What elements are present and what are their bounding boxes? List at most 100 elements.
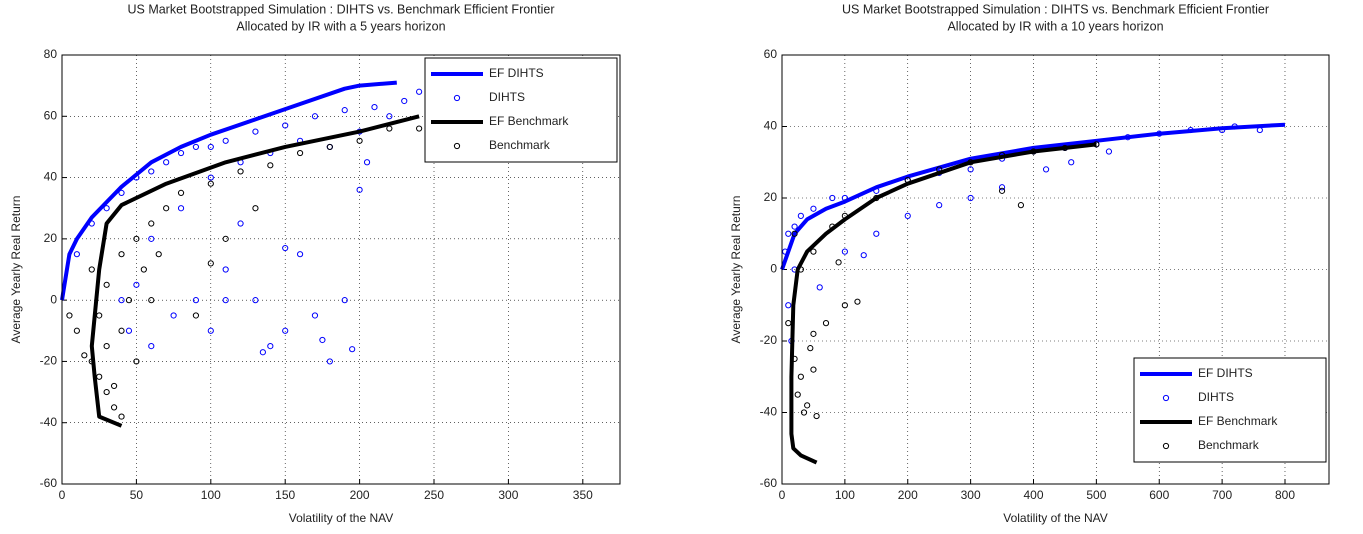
y-tick-label: -40 bbox=[760, 405, 778, 419]
scatter-point bbox=[148, 235, 155, 242]
legend-label: Benchmark bbox=[489, 138, 551, 152]
scatter-point bbox=[807, 345, 814, 352]
y-tick-label: -20 bbox=[760, 333, 778, 347]
scatter-point bbox=[791, 223, 798, 230]
x-tick-label: 350 bbox=[573, 488, 593, 502]
scatter-point bbox=[1017, 202, 1025, 209]
scatter-point bbox=[88, 220, 95, 227]
scatter-point bbox=[800, 409, 808, 416]
legend-swatch bbox=[1162, 394, 1170, 402]
scatter-point bbox=[829, 194, 836, 202]
scatter-point bbox=[192, 312, 200, 319]
scatter-point bbox=[133, 281, 140, 288]
x-tick-label: 700 bbox=[1212, 488, 1232, 502]
scatter-point bbox=[148, 343, 155, 350]
scatter-point bbox=[813, 412, 820, 420]
scatter-point bbox=[841, 302, 848, 309]
y-tick-label: 20 bbox=[764, 190, 778, 204]
scatter-point bbox=[816, 284, 823, 291]
y-tick-label: -40 bbox=[40, 415, 58, 429]
scatter-point bbox=[835, 259, 842, 266]
legend-label: Benchmark bbox=[1198, 438, 1260, 452]
y-tick-label: 20 bbox=[44, 231, 58, 245]
scatter-point bbox=[371, 103, 378, 111]
scatter-point bbox=[73, 251, 80, 258]
x-tick-label: 100 bbox=[835, 488, 855, 502]
scatter-point bbox=[1256, 126, 1263, 134]
scatter-point bbox=[118, 251, 125, 258]
scatter-point bbox=[282, 244, 289, 252]
scatter-point bbox=[785, 230, 792, 237]
scatter-point bbox=[1105, 148, 1113, 155]
scatter-point bbox=[349, 346, 356, 353]
legend-label: EF DIHTS bbox=[1198, 366, 1253, 380]
legend-label: DIHTS bbox=[489, 90, 525, 104]
scatter-point bbox=[148, 168, 155, 175]
scatter-point bbox=[1219, 126, 1226, 134]
scatter-point bbox=[311, 312, 319, 319]
scatter-point bbox=[794, 391, 801, 398]
scatter-point bbox=[96, 373, 103, 380]
scatter-point bbox=[155, 251, 162, 258]
scatter-point bbox=[133, 174, 140, 181]
x-tick-label: 400 bbox=[1023, 488, 1043, 502]
scatter-point bbox=[998, 152, 1006, 159]
scatter-point bbox=[88, 266, 95, 273]
legend-label: EF Benchmark bbox=[1198, 414, 1278, 428]
y-tick-label: 40 bbox=[44, 170, 58, 184]
scatter-point bbox=[207, 260, 214, 267]
scatter-point bbox=[133, 358, 140, 365]
scatter-point bbox=[854, 298, 861, 305]
scatter-point bbox=[88, 358, 95, 365]
scatter-point bbox=[192, 143, 200, 151]
legend-label: DIHTS bbox=[1198, 390, 1234, 404]
legend-swatch bbox=[453, 94, 461, 102]
y-tick-label: -20 bbox=[40, 354, 58, 368]
scatter-point bbox=[341, 107, 348, 114]
scatter-point bbox=[873, 194, 880, 202]
scatter-point bbox=[1124, 134, 1131, 141]
scatter-point bbox=[810, 330, 817, 337]
scatter-point bbox=[96, 312, 103, 319]
chart-title: US Market Bootstrapped Simulation : DIHT… bbox=[127, 2, 554, 16]
scatter-point bbox=[103, 388, 110, 396]
y-tick-label: 60 bbox=[44, 108, 58, 122]
scatter-point bbox=[810, 205, 817, 212]
scatter-point bbox=[1042, 166, 1050, 173]
scatter-point bbox=[791, 355, 798, 362]
scatter-point bbox=[1156, 130, 1163, 137]
scatter-point bbox=[296, 251, 304, 258]
scatter-point bbox=[170, 312, 177, 319]
y-axis-label: Average Yearly Real Return bbox=[9, 196, 23, 344]
chart-subtitle: Allocated by IR with a 5 years horizon bbox=[236, 19, 445, 33]
x-tick-label: 150 bbox=[275, 488, 295, 502]
frontier-line bbox=[789, 142, 1097, 465]
scatter-point bbox=[967, 166, 974, 173]
scatter-point bbox=[103, 281, 110, 288]
plot-frame bbox=[61, 54, 621, 485]
x-tick-label: 500 bbox=[1086, 488, 1106, 502]
scatter-point bbox=[797, 212, 804, 219]
scatter-point bbox=[222, 266, 229, 273]
scatter-point bbox=[785, 302, 792, 309]
scatter-point bbox=[252, 128, 259, 135]
scatter-point bbox=[873, 187, 880, 194]
scatter-point bbox=[133, 235, 140, 242]
scatter-point bbox=[341, 297, 348, 304]
scatter-point bbox=[125, 297, 133, 304]
scatter-point bbox=[873, 230, 880, 237]
chart-subtitle: Allocated by IR with a 10 years horizon bbox=[947, 19, 1163, 33]
scatter-point bbox=[967, 194, 974, 202]
legend: EF DIHTS DIHTS EF Benchmark Benchmark bbox=[1133, 357, 1327, 463]
scatter-point bbox=[177, 205, 185, 212]
scatter-point bbox=[222, 235, 229, 242]
x-tick-label: 0 bbox=[59, 488, 66, 502]
scatter-point bbox=[841, 194, 848, 202]
scatter-point bbox=[81, 352, 88, 359]
scatter-point bbox=[319, 336, 326, 344]
scatter-point bbox=[810, 366, 817, 373]
scatter-point bbox=[904, 212, 911, 219]
scatter-point bbox=[177, 189, 185, 196]
scatter-point bbox=[1068, 159, 1075, 166]
